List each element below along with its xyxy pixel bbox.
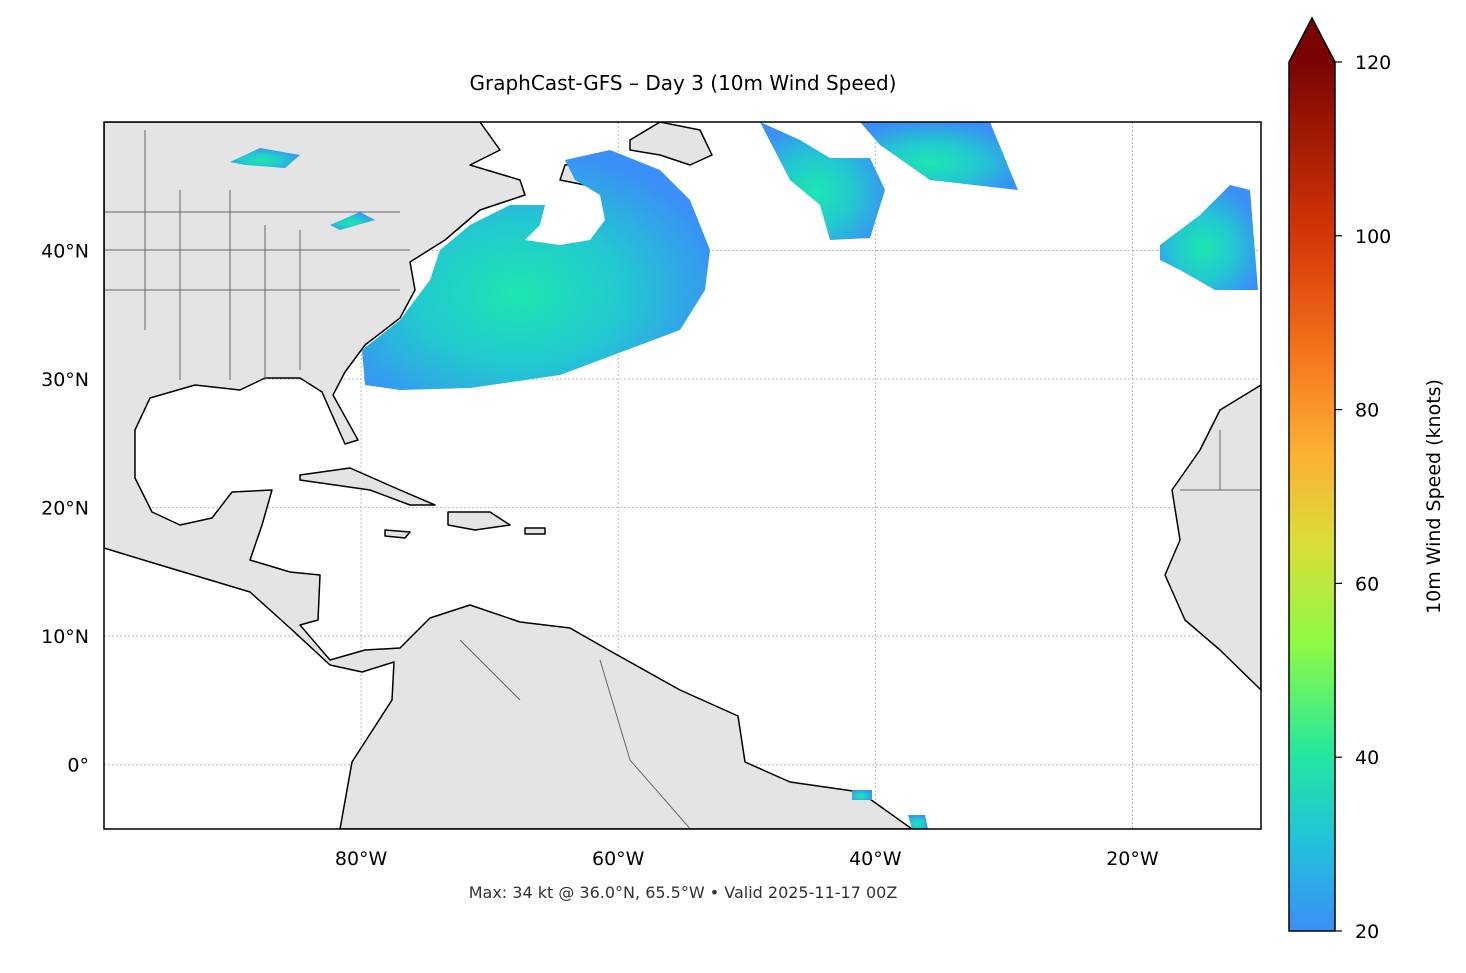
wind-area [330, 212, 375, 230]
map-area [104, 122, 1261, 829]
wind-area [760, 122, 885, 240]
colorbar-extend [1289, 18, 1335, 62]
x-tick-label: 40°W [849, 848, 902, 870]
colorbar-frame [1288, 16, 1336, 932]
colorbar-label: 10m Wind Speed (knots) [1423, 379, 1445, 614]
wind-area [852, 790, 872, 800]
hispaniola [447, 511, 511, 531]
colorbar: 20 40 60 80 100 120 10m Wind Speed (knots) [1288, 16, 1445, 943]
x-ticks: 80°W 60°W 40°W 20°W [335, 848, 1159, 870]
x-tick-label: 20°W [1106, 848, 1159, 870]
colorbar-tick-label: 100 [1355, 226, 1391, 248]
y-tick-label: 10°N [41, 626, 89, 648]
africa [1164, 384, 1261, 691]
colorbar-tick-label: 120 [1355, 52, 1391, 74]
y-tick-label: 0° [67, 755, 89, 777]
y-tick-label: 40°N [41, 241, 89, 263]
colorbar-tick-label: 40 [1355, 747, 1379, 769]
map-title: GraphCast-GFS – Day 3 (10m Wind Speed) [470, 71, 897, 95]
borders [104, 130, 1261, 829]
newfoundland [629, 122, 713, 166]
wind-area [230, 148, 300, 168]
wind-area [860, 122, 1018, 190]
americas [104, 122, 913, 829]
wind-area [908, 815, 928, 829]
colorbar-tick-label: 60 [1355, 573, 1379, 595]
puerto-rico [524, 527, 546, 535]
colorbar-tick-label: 20 [1355, 921, 1379, 943]
x-tick-label: 80°W [335, 848, 388, 870]
cuba [299, 467, 436, 506]
y-tick-label: 30°N [41, 369, 89, 391]
colorbar-tick-label: 80 [1355, 400, 1379, 422]
jamaica [384, 529, 411, 539]
wind-area [1160, 185, 1258, 290]
map-frame [103, 121, 1262, 830]
footnote: Max: 34 kt @ 36.0°N, 65.5°W • Valid 2025… [469, 883, 898, 902]
colorbar-scale [1289, 62, 1335, 931]
y-ticks: 0° 10°N 20°N 30°N 40°N [41, 241, 89, 777]
x-tick-label: 60°W [592, 848, 645, 870]
wind-field [230, 122, 1258, 829]
wind-area [362, 150, 710, 390]
y-tick-label: 20°N [41, 498, 89, 520]
